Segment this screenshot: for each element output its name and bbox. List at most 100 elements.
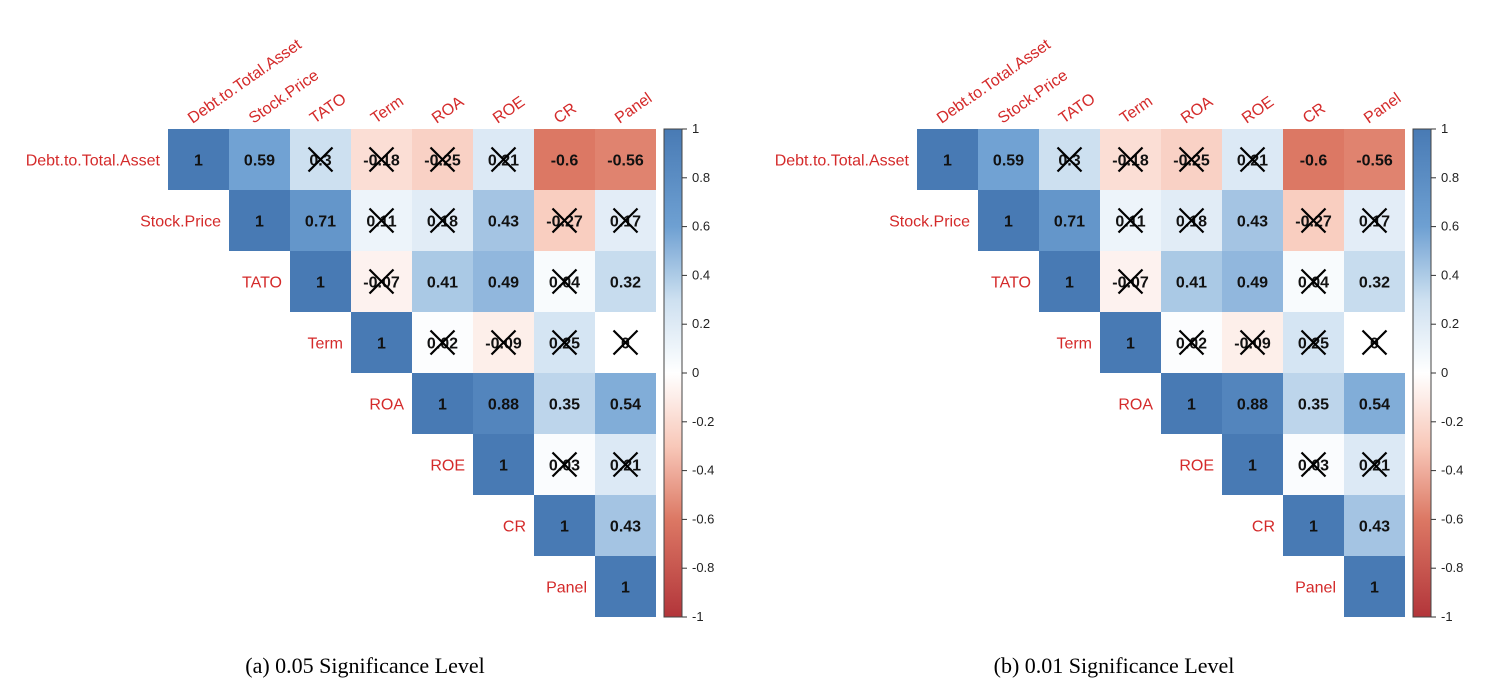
colorbar-tick-label: -0.6 xyxy=(1441,511,1463,526)
insignificant-cross-mark xyxy=(1300,451,1327,478)
colorbar-tick-label: -1 xyxy=(692,609,704,624)
heatmap-cell xyxy=(1344,373,1405,434)
colorbar-tick-label: 0.4 xyxy=(1441,267,1459,282)
cell-value-label: 1 xyxy=(1004,214,1013,231)
heatmap-cell xyxy=(412,373,473,434)
colorbar-tick-label: 0.8 xyxy=(692,170,710,185)
heatmap-cell xyxy=(1222,251,1283,312)
cell-value-label: 1 xyxy=(194,153,203,170)
cell-value-label: 0.49 xyxy=(1237,275,1268,292)
insignificant-cross-mark xyxy=(1239,329,1266,356)
colorbar-tick-label: 0.6 xyxy=(1441,219,1459,234)
cell-value-label: 1 xyxy=(1126,336,1135,353)
cell-value-label: 0.54 xyxy=(610,397,641,414)
cell-value-label: 1 xyxy=(1065,275,1074,292)
insignificant-cross-mark xyxy=(1117,207,1144,234)
heatmap-cell xyxy=(595,373,656,434)
colorbar-tick-label: -0.4 xyxy=(1441,463,1463,478)
insignificant-cross-mark xyxy=(1178,207,1205,234)
insignificant-cross-mark xyxy=(551,207,578,234)
heatmap-cell xyxy=(1100,312,1161,373)
colorbar-tick-label: 0.6 xyxy=(692,219,710,234)
colorbar-tick-label: -0.8 xyxy=(1441,560,1463,575)
row-label: Term xyxy=(307,336,343,353)
insignificant-cross-mark xyxy=(612,451,639,478)
colorbar-tick-label: 1 xyxy=(1441,121,1448,136)
insignificant-cross-mark xyxy=(1300,268,1327,295)
insignificant-cross-mark xyxy=(429,146,456,173)
heatmap-cell xyxy=(351,312,412,373)
colorbar-tick-label: 0 xyxy=(692,365,699,380)
colorbar-tick-label: 0 xyxy=(1441,365,1448,380)
cell-value-label: 1 xyxy=(560,519,569,536)
cell-value-label: 1 xyxy=(1248,458,1257,475)
caption-a: (a) 0.05 Significance Level xyxy=(245,653,484,678)
colorbar-tick-label: -0.2 xyxy=(692,414,714,429)
colorbar-tick-label: 0.8 xyxy=(1441,170,1459,185)
colorbar-tick-label: -0.4 xyxy=(692,463,714,478)
column-label: ROA xyxy=(1178,93,1216,127)
insignificant-cross-mark xyxy=(1117,146,1144,173)
cell-value-label: 1 xyxy=(316,275,325,292)
heatmap-cell xyxy=(1283,129,1344,190)
colorbar-tick-label: 1 xyxy=(692,121,699,136)
insignificant-cross-mark xyxy=(429,329,456,356)
insignificant-cross-mark xyxy=(368,207,395,234)
column-label: Panel xyxy=(1361,90,1404,127)
cell-value-label: 0.32 xyxy=(1359,275,1390,292)
cell-value-label: 0.41 xyxy=(1176,275,1207,292)
cell-value-label: 0.32 xyxy=(610,275,641,292)
cell-value-label: 0.71 xyxy=(305,214,336,231)
insignificant-cross-mark xyxy=(1239,146,1266,173)
heatmap-cell xyxy=(290,190,351,251)
heatmap-cell xyxy=(978,129,1039,190)
heatmap-cell xyxy=(1161,373,1222,434)
cell-value-label: 0.49 xyxy=(488,275,519,292)
row-label: CR xyxy=(1252,519,1275,536)
insignificant-cross-mark xyxy=(1117,268,1144,295)
heatmap-cell xyxy=(473,251,534,312)
heatmap-cell xyxy=(917,129,978,190)
heatmap-cell xyxy=(1344,129,1405,190)
panel-b: 10.590.3-0.18-0.250.21-0.6-0.5610.710.11… xyxy=(775,36,1464,624)
row-label: ROA xyxy=(1118,397,1153,414)
colorbar xyxy=(663,128,683,618)
row-label: TATO xyxy=(242,275,282,292)
heatmap-cell xyxy=(1222,190,1283,251)
heatmap-cell xyxy=(595,495,656,556)
heatmap-cell xyxy=(595,251,656,312)
heatmap-cell xyxy=(473,434,534,495)
cell-value-label: 1 xyxy=(1370,580,1379,597)
heatmap-cell xyxy=(1039,251,1100,312)
column-label: Term xyxy=(368,93,407,127)
insignificant-cross-mark xyxy=(1361,207,1388,234)
column-label: TATO xyxy=(1056,90,1099,127)
cell-value-label: 0.54 xyxy=(1359,397,1390,414)
heatmap-cell xyxy=(473,190,534,251)
cell-value-label: 1 xyxy=(621,580,630,597)
column-label: Term xyxy=(1117,93,1156,127)
heatmap-cell xyxy=(1344,556,1405,617)
column-label: TATO xyxy=(307,90,350,127)
cell-value-label: 0.88 xyxy=(488,397,519,414)
column-label: CR xyxy=(551,100,580,127)
heatmap-cell xyxy=(1344,495,1405,556)
cell-value-label: 1 xyxy=(1309,519,1318,536)
cell-value-label: 0.35 xyxy=(1298,397,1329,414)
caption-b: (b) 0.01 Significance Level xyxy=(994,653,1235,678)
colorbar-tick-label: -0.8 xyxy=(692,560,714,575)
heatmap-cell xyxy=(229,190,290,251)
row-label: Debt.to.Total.Asset xyxy=(775,153,910,170)
insignificant-cross-mark xyxy=(368,268,395,295)
heatmap-cell xyxy=(473,373,534,434)
row-label: ROA xyxy=(369,397,404,414)
insignificant-cross-mark xyxy=(551,451,578,478)
cell-value-label: -0.6 xyxy=(1300,153,1328,170)
cell-value-label: 1 xyxy=(255,214,264,231)
insignificant-cross-mark xyxy=(490,146,517,173)
insignificant-cross-mark xyxy=(307,146,334,173)
row-label: Panel xyxy=(546,580,587,597)
insignificant-cross-mark xyxy=(1178,146,1205,173)
row-label: Debt.to.Total.Asset xyxy=(26,153,161,170)
column-label: ROE xyxy=(1239,93,1277,127)
